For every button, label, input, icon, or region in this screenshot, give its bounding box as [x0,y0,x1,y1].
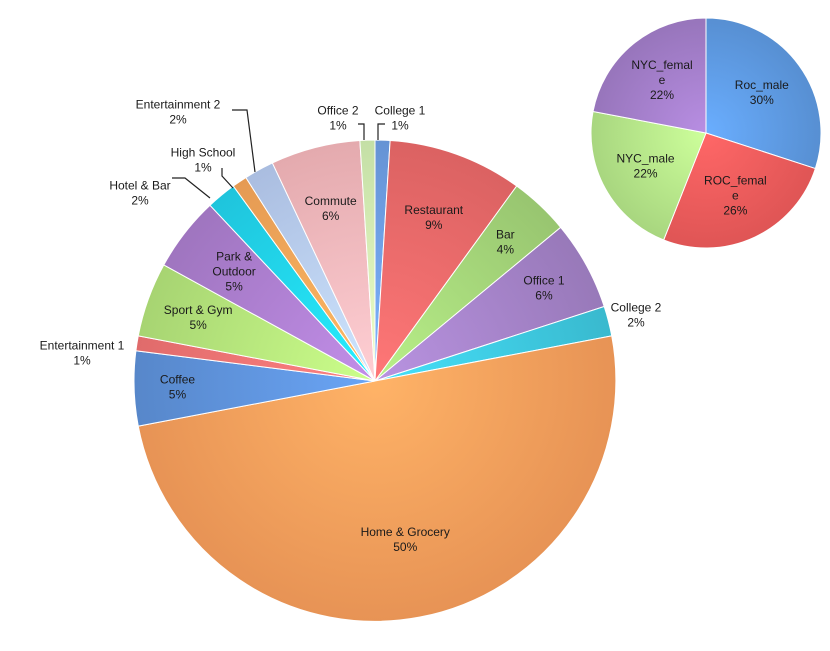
slice-nyc-female [592,17,707,134]
label-high-school: High School 1% [171,146,236,175]
slice-roc-male [705,17,822,170]
label-office-2: Office 2 1% [317,104,358,133]
pie-chart-1: College 1 1% Restaurant 9% Bar 4% Office 1 6% Co… [40,98,662,622]
slice-roc-female [663,132,817,249]
leader-line-college-1 [377,123,385,140]
label-sport-and-gym: Sport & Gym 5% [164,303,233,332]
slice-restaurant [374,139,518,383]
slice-home-and-grocery [137,335,617,622]
label-home-and-grocery: Home & Grocery 50% [361,525,450,554]
label-roc-female: ROC_femal e 26% [704,173,767,217]
pie-chart-2: Roc_male 30% ROC_femal e 26% NYC_male 22% NYC_f… [590,17,822,249]
leader-line-high-school [221,168,234,189]
label-college-1: College 1 1% [375,104,426,133]
slice-office-2 [359,139,376,382]
label-roc-male: Roc_male 30% [735,78,789,107]
label-entertainment-2: Entertainment 2 2% [136,98,221,127]
label-coffee: Coffee 5% [160,373,195,402]
leader-line-office-2 [358,123,365,140]
label-entertainment-1: Entertainment 1 1% [40,339,125,368]
label-restaurant: Restaurant 9% [404,203,463,232]
label-nyc-male: NYC_male 22% [617,152,675,181]
label-college-2: College 2 2% [611,301,662,330]
label-hotel-and-bar: Hotel & Bar 2% [109,179,170,208]
label-office-1: Office 1 6% [523,274,564,303]
leader-line-hotel-and-bar [172,177,211,199]
label-nyc-female: NYC_femal e 22% [631,58,692,102]
label-park-and-outdoor: Park & Outdoor 5% [212,250,255,294]
slice-nyc-male [590,110,707,241]
label-commute: Commute 6% [305,194,357,223]
label-bar: Bar 4% [496,228,515,257]
leader-line-entertainment-2 [232,109,256,173]
